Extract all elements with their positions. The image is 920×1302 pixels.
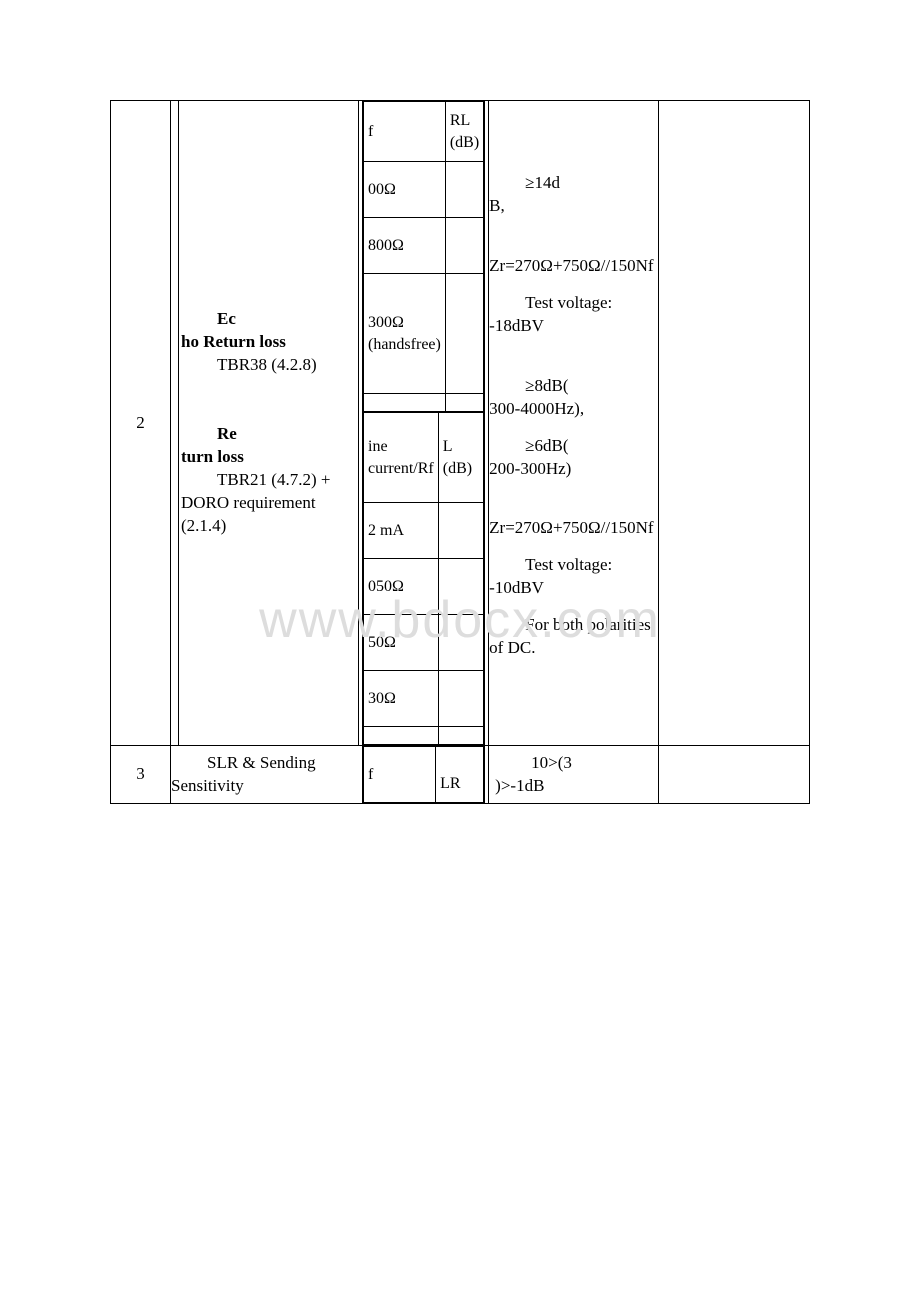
req-text: Test voltage: -18dBV [489, 293, 612, 335]
req-text: Zr=270Ω+750Ω//150Nf [489, 256, 653, 275]
desc-text: SLR & Sending Sensitivity [171, 753, 316, 795]
req-text: ≥6dB( [525, 436, 568, 455]
req-text: 300-4000Hz), [489, 399, 584, 418]
table-row: 2 Ec ho Return loss TBR38 (4.2.8) Re tur… [111, 101, 810, 746]
empty-cell [659, 101, 810, 746]
inner-row: 30Ω [364, 671, 484, 727]
inner-row: 00Ω [364, 162, 484, 218]
inner-row: 050Ω [364, 559, 484, 615]
inner-row [364, 727, 484, 745]
inner-cell [364, 394, 446, 412]
inner-cell [364, 727, 439, 745]
inner-tables-cell: f LR [363, 746, 485, 804]
inner-tables-cell: f RL (dB) 00Ω 800Ω 300Ω (handsfree) [363, 101, 485, 746]
description-cell: Ec ho Return loss TBR38 (4.2.8) Re turn … [179, 101, 359, 746]
row-number: 2 [111, 101, 171, 746]
req-text: Test voltage: -10dBV [489, 555, 612, 597]
req-text: Zr=270Ω+750Ω//150Nf [489, 518, 653, 537]
spec-table: 2 Ec ho Return loss TBR38 (4.2.8) Re tur… [110, 100, 810, 804]
inner-cell: LR [436, 747, 484, 803]
requirements-cell: 10>(3 )>-1dB [489, 746, 659, 804]
inner-row: 800Ω [364, 218, 484, 274]
req-text: 200-300Hz) [489, 459, 571, 478]
title-part: turn loss [181, 447, 244, 466]
inner-cell [445, 274, 483, 394]
inner-row: 50Ω [364, 615, 484, 671]
inner-cell: 50Ω [364, 615, 439, 671]
inner-cell [438, 727, 483, 745]
inner-cell: 2 mA [364, 503, 439, 559]
inner-row: 300Ω (handsfree) [364, 274, 484, 394]
inner-cell: 800Ω [364, 218, 446, 274]
title-part: Ec [217, 309, 236, 328]
inner-cell [438, 559, 483, 615]
inner-cell [438, 671, 483, 727]
inner-table-a: f RL (dB) 00Ω 800Ω 300Ω (handsfree) [363, 101, 484, 412]
inner-cell [438, 615, 483, 671]
req-text: 10>(3 [531, 753, 572, 772]
title-part: ho Return loss [181, 332, 286, 351]
inner-row: 2 mA [364, 503, 484, 559]
inner-cell: 30Ω [364, 671, 439, 727]
inner-row [364, 394, 484, 412]
description-cell: SLR & Sending Sensitivity [171, 746, 363, 804]
empty-cell [659, 746, 810, 804]
inner-cell: 050Ω [364, 559, 439, 615]
inner-table-b: ine current/Rf L (dB) 2 mA 050Ω 50Ω 30Ω [363, 412, 484, 745]
req-text: ≥14d [525, 173, 560, 192]
inner-cell [438, 503, 483, 559]
requirements-cell: ≥14d B, Zr=270Ω+750Ω//150Nf Test voltage:… [489, 101, 659, 746]
inner-cell: 300Ω (handsfree) [364, 274, 446, 394]
inner-cell [445, 162, 483, 218]
table-row: 3 SLR & Sending Sensitivity f LR 10>(3 )>… [111, 746, 810, 804]
spacer-cell [171, 101, 179, 746]
inner-header: f [364, 102, 446, 162]
inner-row: f RL (dB) [364, 102, 484, 162]
inner-row: ine current/Rf L (dB) [364, 413, 484, 503]
req-text: For both polarities of DC. [489, 615, 651, 657]
inner-cell [445, 394, 483, 412]
ref-text: TBR38 (4.2.8) [217, 355, 317, 374]
inner-cell: 00Ω [364, 162, 446, 218]
inner-cell: f [364, 747, 436, 803]
title-part: Re [217, 424, 237, 443]
row-number: 3 [111, 746, 171, 804]
inner-header: L (dB) [438, 413, 483, 503]
inner-header: ine current/Rf [364, 413, 439, 503]
req-text: ≥8dB( [525, 376, 568, 395]
inner-cell [445, 218, 483, 274]
inner-table-c: f LR [363, 746, 484, 803]
inner-header: RL (dB) [445, 102, 483, 162]
ref-text: TBR21 (4.7.2) + DORO requirement (2.1.4) [181, 470, 330, 535]
inner-row: f LR [364, 747, 484, 803]
req-text: B, [489, 196, 505, 215]
req-text: )>-1dB [495, 776, 544, 795]
